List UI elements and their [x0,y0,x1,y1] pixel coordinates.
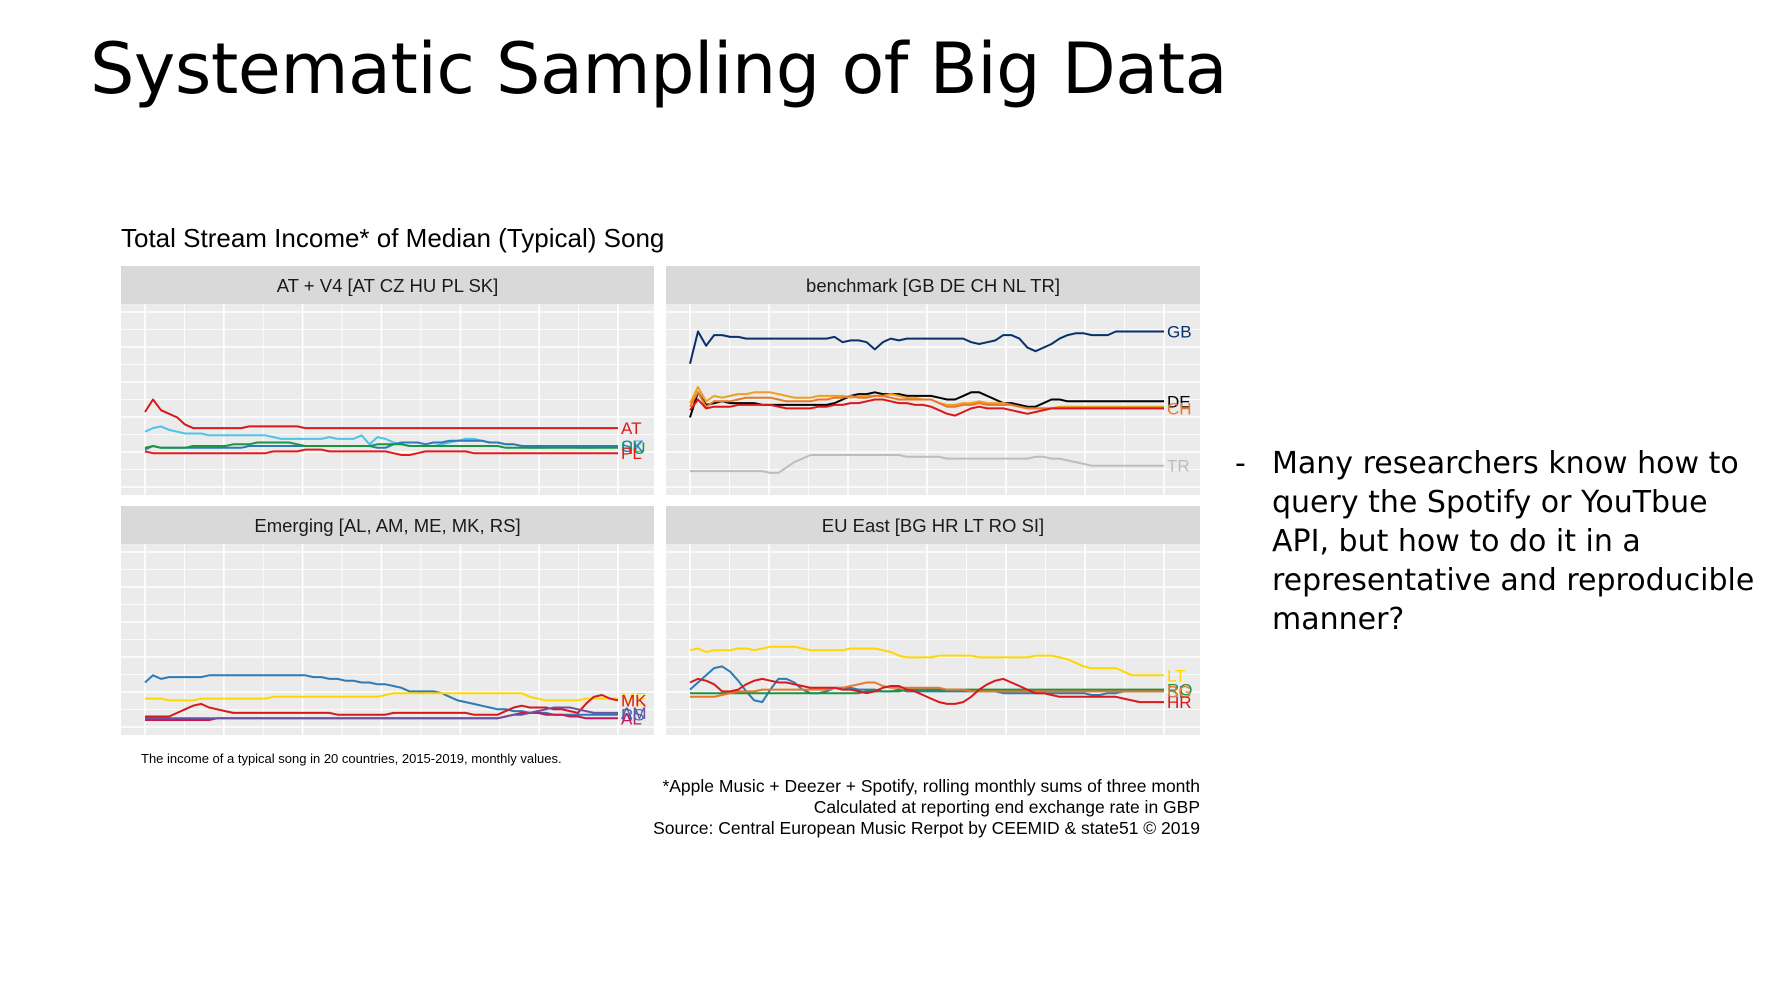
panel-strip-label: benchmark [GB DE CH NL TR] [806,275,1060,296]
series-label-ch: CH [1167,399,1192,418]
series-label-bg: BG [1167,682,1192,701]
slide-title: Systematic Sampling of Big Data [90,28,1227,110]
panel-strip-label: AT + V4 [AT CZ HU PL SK] [277,275,499,296]
bullet-text: Many researchers know how to query the S… [1272,446,1755,637]
series-line-ro [690,688,1164,695]
series-label-hu: HU [621,439,646,458]
bullet-marker: - [1235,446,1246,481]
panel-strip [666,506,1200,544]
chart-caption-left: The income of a typical song in 20 count… [141,751,562,766]
series-line-hr [689,677,1164,705]
series-label-de: DE [1167,392,1191,411]
series-line-me [145,692,618,702]
series-line-tr [690,454,1164,474]
series-line-at [144,398,618,430]
series-label-sk: SK [621,437,644,456]
chart-caption-exchange: Calculated at reporting end exchange rat… [814,797,1200,817]
panel-strip [666,266,1200,304]
series-label-mk: MK [621,691,647,710]
series-label-rs: RS [621,706,645,725]
series-label-al: AL [621,709,642,728]
series-line-sk [144,439,618,451]
panel-strip [121,506,654,544]
panel-strip [121,266,654,304]
series-line-bg [690,681,1164,698]
series-line-ch2 [689,398,1164,417]
panel-strip-label: EU East [BG HR LT RO SI] [822,515,1044,536]
series-line-gb [689,330,1164,364]
series-line-si [689,665,1164,704]
chart-caption-footnote: *Apple Music + Deezer + Spotify, rolling… [662,776,1200,796]
chart-title: Total Stream Income* of Median (Typical)… [121,223,664,253]
series-line-am [145,706,618,720]
series-label-tr: TR [1167,457,1190,476]
panel-strip-label: Emerging [AL, AM, ME, MK, RS] [254,515,520,536]
series-line-lt [689,645,1164,677]
series-label-lt: LT [1167,666,1186,685]
series-label-at: AT [621,419,641,438]
series-line-pl [144,448,618,456]
series-label-am: AM [621,704,647,723]
chart-caption-source: Source: Central European Music Rerpot by… [653,818,1200,838]
series-label-gb: GB [1167,322,1192,341]
series-label-cz: CZ [621,437,644,456]
series-line-hu [144,441,618,449]
series-label-si: SI [1167,682,1183,701]
series-label-ro: RO [1167,681,1193,700]
series-line-mk [145,694,619,718]
series-label-pl: PL [621,444,642,463]
series-label-me: ME [621,690,647,709]
series-label-hr: HR [1167,693,1192,712]
